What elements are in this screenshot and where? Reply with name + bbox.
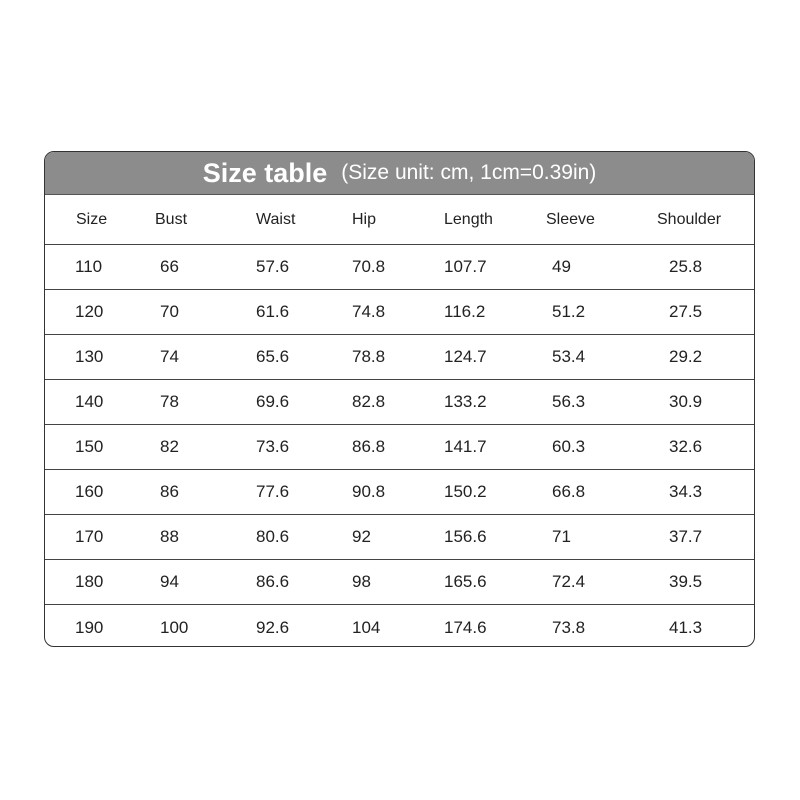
cell-hip: 104 — [352, 617, 381, 637]
cell-bust: 86 — [160, 482, 179, 501]
table-title: Size table — [202, 157, 328, 188]
column-header-length: Length — [444, 210, 493, 228]
column-header-shoulder: Shoulder — [657, 210, 722, 228]
cell-length: 156.6 — [444, 527, 487, 546]
column-header-hip: Hip — [352, 210, 377, 228]
table-row: 150 82 73.6 86.8 141.7 60.3 32.6 — [45, 425, 754, 470]
cell-waist: 80.6 — [256, 527, 290, 546]
cell-shoulder: 37.7 — [669, 527, 703, 546]
cell-shoulder: 30.9 — [669, 392, 703, 411]
table-row: 190 100 92.6 104 174.6 73.8 41.3 — [45, 605, 754, 646]
cell-hip: 92 — [352, 527, 371, 546]
cell-hip: 86.8 — [352, 437, 386, 456]
cell-size: 120 — [75, 302, 104, 321]
cell-hip: 98 — [352, 572, 371, 591]
cell-shoulder: 27.5 — [669, 302, 703, 321]
cell-waist: 73.6 — [256, 437, 290, 456]
cell-waist: 57.6 — [256, 257, 290, 276]
column-header-bust: Bust — [155, 210, 188, 228]
cell-waist: 65.6 — [256, 347, 290, 366]
cell-size: 110 — [75, 257, 103, 276]
cell-bust: 82 — [160, 437, 179, 456]
cell-waist: 61.6 — [256, 302, 290, 321]
cell-waist: 92.6 — [256, 617, 290, 637]
cell-bust: 70 — [160, 302, 179, 321]
size-table: Size table (Size unit: cm, 1cm=0.39in) S… — [44, 151, 755, 647]
cell-bust: 94 — [160, 572, 179, 591]
cell-size: 170 — [75, 527, 104, 546]
cell-sleeve: 51.2 — [552, 302, 586, 321]
cell-bust: 66 — [160, 257, 179, 276]
cell-length: 107.7 — [444, 257, 487, 276]
cell-length: 124.7 — [444, 347, 487, 366]
cell-hip: 74.8 — [352, 302, 386, 321]
cell-shoulder: 29.2 — [669, 347, 703, 366]
cell-sleeve: 56.3 — [552, 392, 586, 411]
column-header-sleeve: Sleeve — [546, 210, 595, 228]
table-body: 110 66 57.6 70.8 107.7 49 25.8 120 70 61.6 74.8 116… — [45, 245, 754, 646]
cell-bust: 74 — [160, 347, 179, 366]
cell-sleeve: 66.8 — [552, 482, 586, 501]
cell-size: 130 — [75, 347, 104, 366]
cell-hip: 82.8 — [352, 392, 386, 411]
cell-length: 165.6 — [444, 572, 487, 591]
table-row: 120 70 61.6 74.8 116.2 51.2 27.5 — [45, 290, 754, 335]
cell-sleeve: 49 — [552, 257, 571, 276]
cell-shoulder: 41.3 — [669, 617, 703, 637]
column-header-size: Size — [76, 210, 108, 228]
table-title-bar: Size table (Size unit: cm, 1cm=0.39in) — [45, 152, 754, 195]
cell-hip: 78.8 — [352, 347, 386, 366]
table-row: 180 94 86.6 98 165.6 72.4 39.5 — [45, 560, 754, 605]
cell-shoulder: 32.6 — [669, 437, 703, 456]
cell-bust: 100 — [160, 617, 189, 637]
cell-bust: 88 — [160, 527, 179, 546]
cell-sleeve: 73.8 — [552, 617, 586, 637]
cell-sleeve: 53.4 — [552, 347, 586, 366]
cell-length: 116.2 — [444, 302, 486, 321]
cell-sleeve: 71 — [552, 527, 571, 546]
cell-length: 141.7 — [444, 437, 487, 456]
table-row: 140 78 69.6 82.8 133.2 56.3 30.9 — [45, 380, 754, 425]
cell-shoulder: 25.8 — [669, 257, 703, 276]
cell-length: 133.2 — [444, 392, 487, 411]
cell-size: 150 — [75, 437, 104, 456]
table-row: 160 86 77.6 90.8 150.2 66.8 34.3 — [45, 470, 754, 515]
cell-hip: 70.8 — [352, 257, 386, 276]
cell-size: 160 — [75, 482, 104, 501]
cell-hip: 90.8 — [352, 482, 386, 501]
unit-note: (Size unit: cm, 1cm=0.39in) — [341, 161, 597, 184]
cell-length: 150.2 — [444, 482, 487, 501]
cell-sleeve: 72.4 — [552, 572, 586, 591]
cell-waist: 86.6 — [256, 572, 290, 591]
cell-size: 190 — [75, 617, 104, 637]
cell-size: 140 — [75, 392, 104, 411]
cell-length: 174.6 — [444, 617, 487, 637]
cell-sleeve: 60.3 — [552, 437, 586, 456]
cell-waist: 77.6 — [256, 482, 290, 501]
cell-bust: 78 — [160, 392, 179, 411]
cell-shoulder: 39.5 — [669, 572, 703, 591]
header-row: Size Bust Waist Hip Length Sleeve Shoulder — [45, 195, 754, 245]
cell-waist: 69.6 — [256, 392, 290, 411]
column-header-waist: Waist — [256, 210, 296, 228]
table-row: 170 88 80.6 92 156.6 71 37.7 — [45, 515, 754, 560]
table-row: 130 74 65.6 78.8 124.7 53.4 29.2 — [45, 335, 754, 380]
table-row: 110 66 57.6 70.8 107.7 49 25.8 — [45, 245, 754, 290]
cell-size: 180 — [75, 572, 104, 591]
cell-shoulder: 34.3 — [669, 482, 703, 501]
